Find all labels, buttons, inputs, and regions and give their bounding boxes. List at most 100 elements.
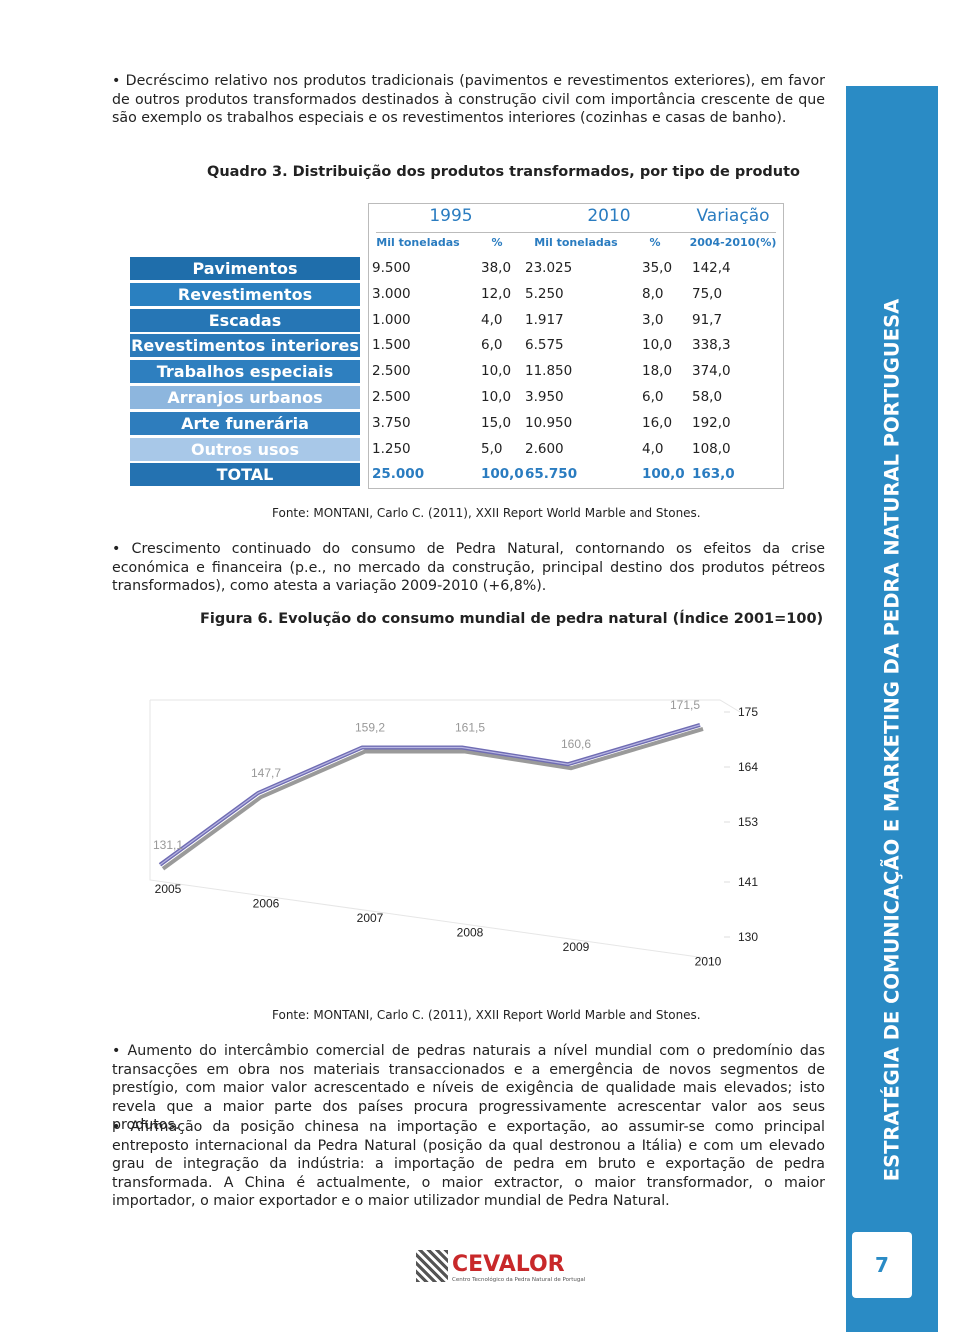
table-cell: 3.750 [372, 414, 411, 431]
x-tick-label: 2006 [253, 897, 280, 911]
y-tick-label: 130 [738, 930, 758, 944]
table-cell: 91,7 [692, 311, 723, 328]
table-cell: 18,0 [642, 363, 673, 380]
row-label: Trabalhos especiais [130, 360, 360, 384]
value-label: 159,2 [355, 721, 385, 735]
table-cell: 100,0 [642, 466, 685, 483]
table-cell: 374,0 [692, 363, 731, 380]
line [158, 722, 701, 867]
value-label: 131,1 [153, 838, 183, 852]
y-tick-label: 175 [738, 705, 758, 719]
table-cell: 10,0 [481, 363, 512, 380]
figure-source: Fonte: MONTANI, Carlo C. (2011), XXII Re… [272, 1008, 701, 1022]
x-tick-label: 2007 [357, 911, 384, 925]
logo-subtitle: Centro Tecnológico da Pedra Natural de P… [452, 1277, 586, 1283]
table-cell: 2.500 [372, 389, 411, 405]
paragraph: Aumento do intercâmbio comercial de pedr… [112, 1042, 825, 1135]
logo-name: CEVALOR [452, 1252, 565, 1277]
year-header: Variação [696, 206, 770, 226]
table-source: Fonte: MONTANI, Carlo C. (2011), XXII Re… [272, 506, 701, 520]
logo-icon [416, 1250, 448, 1282]
table-cell: 1.000 [372, 311, 411, 328]
table-cell: 58,0 [692, 389, 723, 405]
table-cell: 5,0 [481, 440, 503, 457]
x-tick-label: 2010 [695, 955, 722, 969]
sidebar [846, 86, 938, 1332]
table-cell: 65.750 [525, 466, 578, 483]
table-cell: 1.917 [525, 311, 564, 328]
sub-header: % [649, 236, 661, 249]
table-cell: 338,3 [692, 337, 731, 354]
table-cell: 192,0 [692, 414, 731, 431]
year-header: 2010 [587, 206, 631, 226]
year-header: 1995 [429, 206, 473, 226]
header-rule [376, 232, 776, 233]
table-cell: 15,0 [481, 414, 512, 431]
table-cell: 2.500 [372, 363, 411, 380]
table-cell: 10,0 [642, 337, 673, 354]
table-cell: 1.500 [372, 337, 411, 354]
line-highlight [159, 724, 701, 866]
y-tick-label: 164 [738, 760, 758, 774]
chart: 130 141 153 164 175 131,1 2005 147,7 2006 159,2 20… [149, 698, 758, 969]
x-tick-label: 2009 [563, 940, 590, 954]
row-label: Revestimentos interiores [130, 334, 360, 358]
table-cell: 3,0 [642, 311, 664, 328]
table-cell: 6.575 [525, 337, 564, 354]
sidebar-title: ESTRATÉGIA DE COMUNICAÇÃO E MARKETING DA… [880, 298, 904, 1182]
table-cell: 9.500 [372, 260, 411, 276]
paragraph: Decréscimo relativo nos produtos tradici… [112, 72, 825, 128]
table-cell: 10.950 [525, 414, 573, 431]
row-label: Outros usos [130, 437, 360, 461]
x-tick-label: 2008 [457, 926, 484, 940]
table-caption: Quadro 3. Distribuição dos produtos tran… [207, 164, 800, 180]
row-label: Arranjos urbanos [130, 386, 360, 409]
table-cell: 75,0 [692, 285, 723, 302]
table-cell: 25.000 [372, 466, 425, 483]
paragraph: Crescimento continuado do consumo de Ped… [112, 540, 825, 596]
value-label: 160,6 [561, 737, 591, 751]
table-cell: 10,0 [481, 389, 512, 405]
row-label: Arte funerária [130, 411, 360, 435]
row-label: Pavimentos [130, 257, 360, 280]
table-cell: 6,0 [481, 337, 503, 354]
table-frame [368, 203, 784, 489]
line-shadow [161, 726, 704, 871]
table-cell: 100,0 [481, 466, 524, 483]
table-cell: 3.950 [525, 389, 564, 405]
x-tick-label: 2005 [155, 882, 182, 896]
table-cell: 3.000 [372, 285, 411, 302]
row-label: TOTAL [130, 463, 360, 487]
table-cell: 142,4 [692, 260, 731, 276]
sub-header: Mil toneladas [534, 236, 618, 249]
table-cell: 12,0 [481, 285, 512, 302]
table-cell: 23.025 [525, 260, 573, 276]
value-label: 161,5 [455, 721, 485, 735]
table-cell: 4,0 [481, 311, 503, 328]
paragraph: Afirmação da posição chinesa na importaç… [112, 1118, 825, 1211]
figure-caption: Figura 6. Evolução do consumo mundial de… [200, 611, 824, 627]
table-cell: 163,0 [692, 466, 735, 483]
sub-header: Mil toneladas [376, 236, 460, 249]
row-label: Escadas [130, 308, 360, 332]
table-cell: 35,0 [642, 260, 673, 276]
table-cell: 108,0 [692, 440, 731, 457]
table-cell: 4,0 [642, 440, 664, 457]
table-cell: 1.250 [372, 440, 411, 457]
table-cell: 11.850 [525, 363, 573, 380]
table-cell: 38,0 [481, 260, 512, 276]
table-cell: 8,0 [642, 285, 664, 302]
value-label: 171,5 [670, 698, 700, 712]
table-cell: 5.250 [525, 285, 564, 302]
page-number: 7 [852, 1232, 912, 1298]
value-label: 147,7 [251, 766, 281, 780]
table-cell: 6,0 [642, 389, 664, 405]
sub-header: 2004-2010(%) [689, 236, 777, 249]
chart-frame [149, 699, 741, 961]
table-cell: 2.600 [525, 440, 564, 457]
sub-header: % [491, 236, 503, 249]
table-cell: 16,0 [642, 414, 673, 431]
y-tick-label: 153 [738, 815, 758, 829]
y-tick-label: 141 [738, 875, 758, 889]
